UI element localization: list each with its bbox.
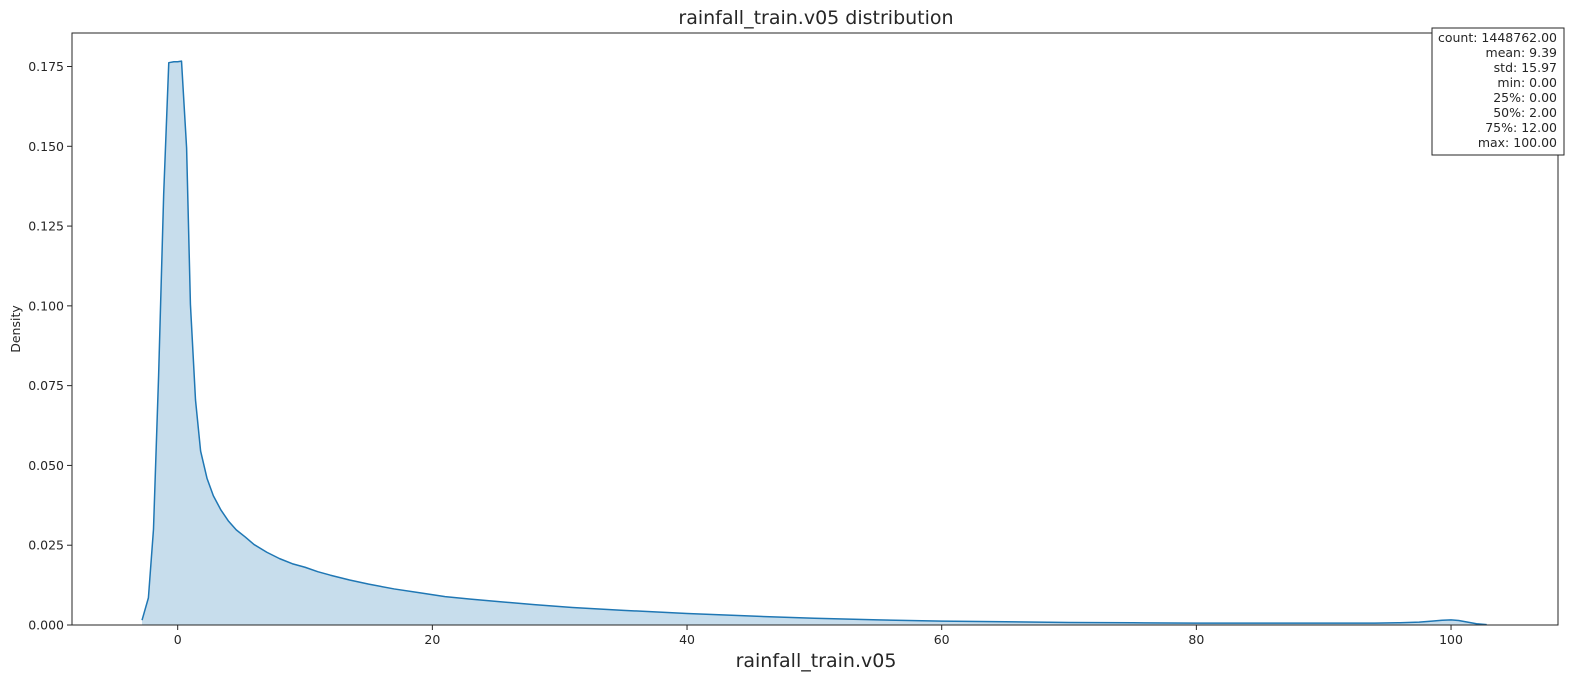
x-tick-label: 40	[679, 632, 695, 647]
x-tick-label: 0	[174, 632, 182, 647]
density-curve-0	[141, 60, 1487, 626]
stat-max: max: 100.00	[1478, 135, 1557, 150]
x-tick-label: 60	[934, 632, 950, 647]
y-tick-label: 0.100	[28, 298, 64, 313]
y-tick-label: 0.175	[28, 59, 64, 74]
stat-50-percentile: 50%: 2.00	[1493, 105, 1557, 120]
density-area-fill-0	[142, 61, 1487, 625]
y-tick-label: 0.150	[28, 139, 64, 154]
y-tick-label: 0.025	[28, 538, 64, 553]
y-tick-label: 0.125	[28, 219, 64, 234]
y-axis-label: Density	[8, 305, 23, 353]
y-tick-label: 0.075	[28, 378, 64, 393]
y-tick-label: 0.000	[28, 618, 64, 633]
chart-title: rainfall_train.v05 distribution	[678, 7, 953, 29]
plot-area: 0 20 40 60 80 100 0.000 0.025 0.050 0.075 0.100 0.1…	[28, 32, 1559, 647]
stat-count: count: 1448762.00	[1438, 30, 1557, 45]
stat-std: std: 15.97	[1494, 60, 1557, 75]
stat-mean: mean: 9.39	[1486, 45, 1558, 60]
x-tick-label: 80	[1188, 632, 1204, 647]
x-axis-label: rainfall_train.v05	[736, 650, 897, 672]
y-tick-label: 0.050	[28, 458, 64, 473]
stat-25-percentile: 25%: 0.00	[1493, 90, 1557, 105]
stats-box: count: 1448762.00 mean: 9.39 std: 15.97 …	[1431, 27, 1565, 156]
stat-75-percentile: 75%: 12.00	[1485, 120, 1557, 135]
stats-box-frame	[1431, 27, 1565, 156]
stat-min: min: 0.00	[1497, 75, 1557, 90]
x-tick-label: 20	[424, 632, 440, 647]
axes-frame	[71, 32, 1559, 626]
x-tick-label: 100	[1439, 632, 1463, 647]
